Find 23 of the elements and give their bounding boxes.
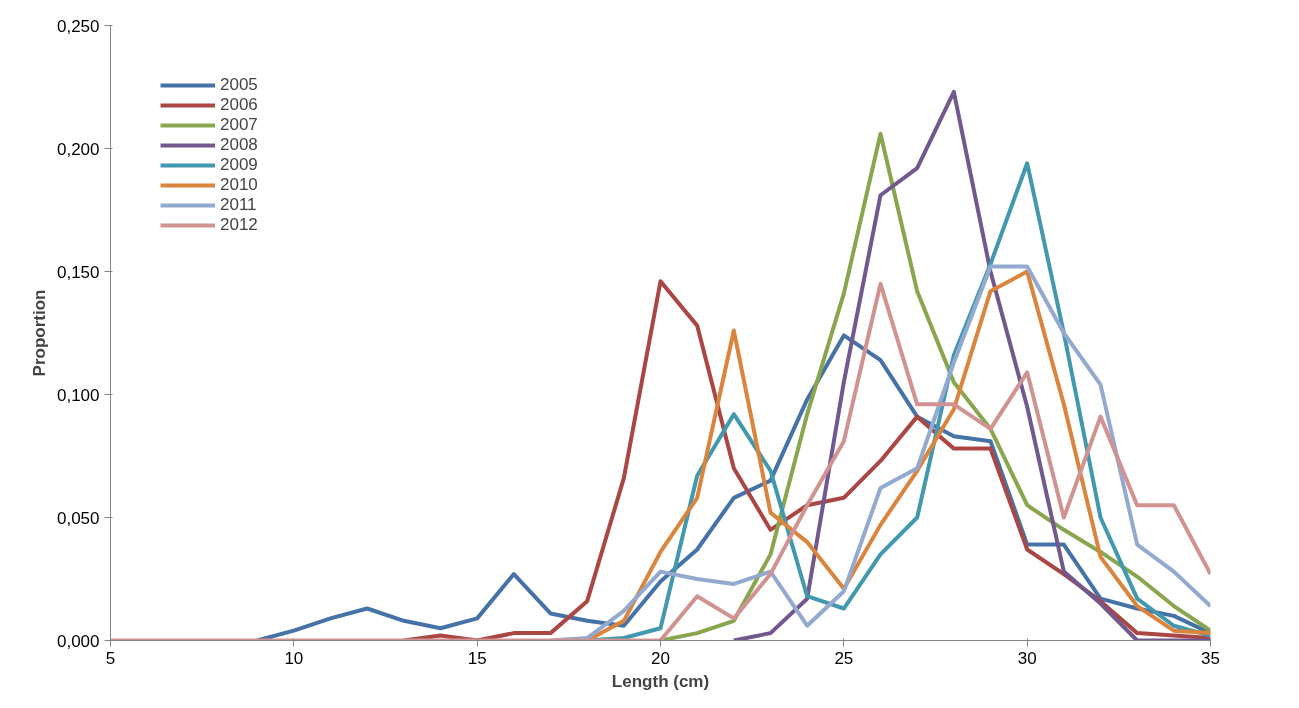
x-tick-label: 10 [284,648,304,668]
legend-label: 2011 [220,195,257,215]
y-tick-label: 0,000 [56,631,100,651]
x-tick-label: 25 [834,648,854,668]
legend-label: 2008 [220,135,258,155]
legend-label: 2007 [220,115,258,135]
x-tick-label: 30 [1017,648,1037,668]
x-tick-label: 15 [467,648,487,668]
y-tick-label: 0,200 [56,139,100,159]
y-tick-label: 0,250 [56,16,100,36]
legend-label: 2009 [220,155,258,175]
legend-label: 2010 [220,175,258,195]
y-tick-label: 0,050 [56,508,100,528]
legend-label: 2012 [220,215,258,235]
x-tick-label: 35 [1201,648,1220,668]
x-axis-title: Length (cm) [611,671,710,691]
legend-label: 2005 [220,75,258,95]
x-tick-label: 5 [105,648,116,668]
legend-label: 2006 [220,95,258,115]
x-tick-label: 20 [651,648,670,668]
y-tick-label: 0,150 [56,262,100,282]
y-tick-label: 0,100 [56,385,100,405]
y-axis-title: Proportion [29,289,49,377]
